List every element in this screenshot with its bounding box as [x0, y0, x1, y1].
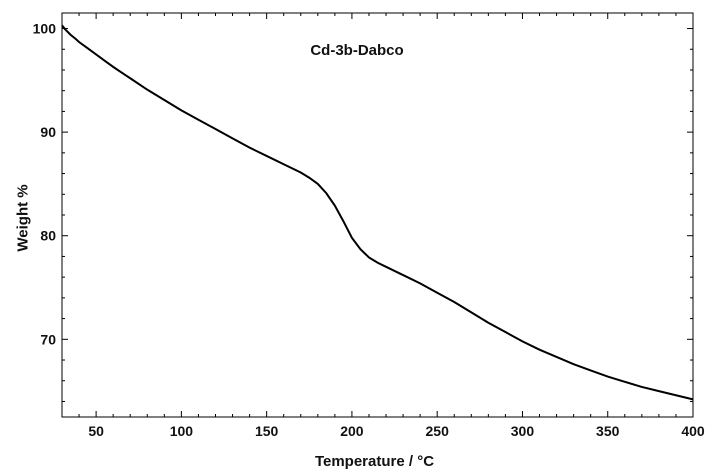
x-tick-label: 400 — [681, 423, 705, 439]
x-tick-label: 250 — [426, 423, 450, 439]
x-axis-label: Temperature / °C — [315, 453, 434, 470]
y-tick-label: 100 — [33, 21, 57, 37]
y-axis-label: Weight % — [14, 184, 31, 251]
x-tick-label: 300 — [511, 423, 535, 439]
y-tick-label: 70 — [40, 331, 56, 347]
x-tick-label: 100 — [170, 423, 194, 439]
plot-frame — [61, 12, 694, 418]
y-tick-label: 80 — [40, 228, 56, 244]
y-tick-label: 90 — [40, 124, 56, 140]
x-tick-label: 350 — [596, 423, 620, 439]
labels-layer: 50 100 150 200 250 300 350 400 70 80 90 100 — [33, 21, 705, 439]
chart-title: Cd-3b-Dabco — [310, 42, 403, 59]
x-tick-label: 50 — [88, 423, 104, 439]
weight-curve — [61, 24, 694, 401]
x-tick-label: 150 — [255, 423, 279, 439]
x-tick-label: 200 — [340, 423, 364, 439]
